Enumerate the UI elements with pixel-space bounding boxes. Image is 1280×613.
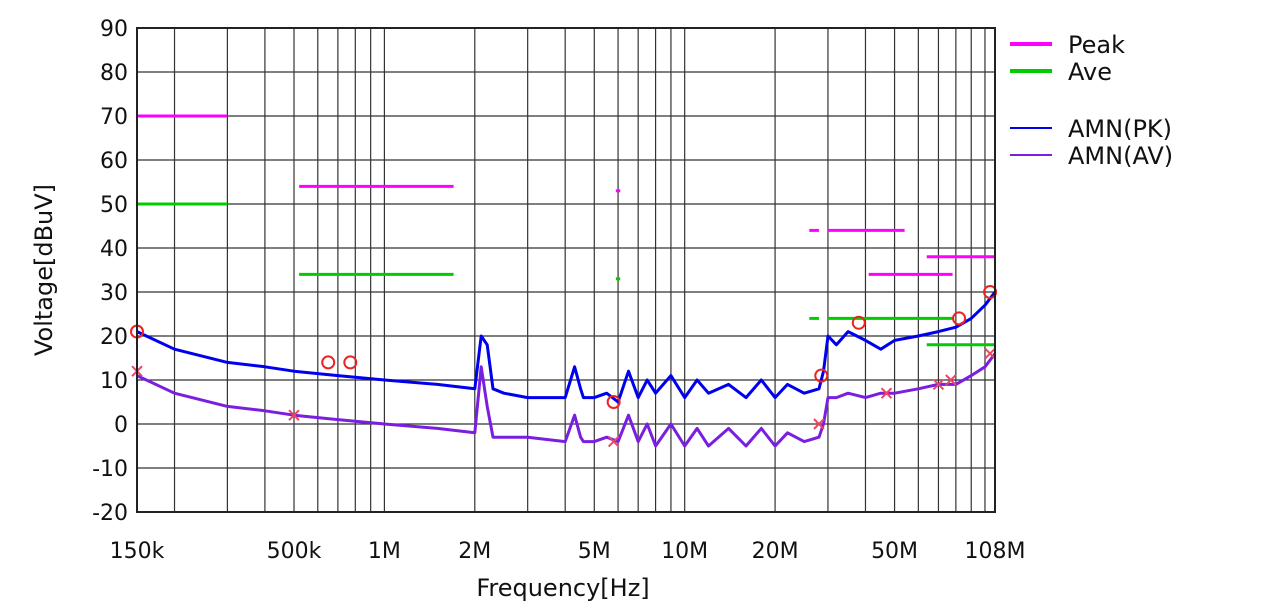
x-tick-label: 150k <box>110 539 165 564</box>
av-measurement-marker <box>932 378 945 391</box>
legend-label: AMN(AV) <box>1068 142 1173 170</box>
measurement-markers <box>130 285 998 448</box>
amn-pk-series <box>136 291 997 404</box>
pk-measurement-marker <box>321 355 336 370</box>
pk-measurement-marker <box>814 368 829 383</box>
av-measurement-marker <box>607 435 620 448</box>
y-tick-label: -20 <box>92 501 128 526</box>
x-tick-label: 10M <box>661 539 708 564</box>
y-tick-label: 90 <box>100 17 128 42</box>
y-tick-label: 20 <box>100 325 128 350</box>
y-tick-label: 70 <box>100 105 128 130</box>
x-tick-labels: 150k 500k 1M 2M 5M 10M 20M 50M 108M <box>110 539 1026 564</box>
y-tick-labels: 90 80 70 60 50 40 30 20 10 0 -10 -20 <box>92 17 128 526</box>
y-tick-label: 0 <box>114 413 128 438</box>
pk-measurement-marker <box>606 395 621 409</box>
av-measurement-marker <box>288 409 300 421</box>
y-tick-label: 50 <box>100 193 128 218</box>
y-tick-label: 10 <box>100 369 128 394</box>
y-tick-label: 80 <box>100 61 128 86</box>
y-tick-label: -10 <box>92 457 128 482</box>
legend-label: AMN(PK) <box>1068 115 1172 143</box>
x-tick-label: 5M <box>578 539 611 564</box>
x-tick-label: 500k <box>267 539 322 564</box>
legend-label: Peak <box>1068 31 1125 59</box>
x-tick-label: 2M <box>458 539 491 564</box>
pk-measurement-marker <box>851 315 866 330</box>
x-tick-label: 20M <box>752 539 799 564</box>
y-axis-title: Voltage[dBuV] <box>30 184 58 356</box>
y-tick-label: 60 <box>100 149 128 174</box>
legend-label: Ave <box>1068 58 1112 86</box>
amn-av-series <box>136 352 997 448</box>
y-tick-label: 30 <box>100 281 128 306</box>
x-tick-label: 50M <box>871 539 918 564</box>
av-measurement-marker <box>813 418 825 430</box>
pk-measurement-marker <box>343 355 358 370</box>
plot-frame <box>136 27 996 513</box>
pk-measurement-marker <box>952 311 967 326</box>
pk-measurement-marker <box>983 285 998 299</box>
av-measurement-marker <box>984 347 996 360</box>
av-measurement-marker <box>945 374 957 386</box>
x-tick-label: 108M <box>965 539 1026 564</box>
av-measurement-marker <box>880 387 893 399</box>
y-tick-label: 40 <box>100 237 128 262</box>
x-axis-title: Frequency[Hz] <box>476 574 649 602</box>
x-tick-label: 1M <box>368 539 401 564</box>
data-series <box>136 291 997 448</box>
limit-lines <box>137 114 995 347</box>
